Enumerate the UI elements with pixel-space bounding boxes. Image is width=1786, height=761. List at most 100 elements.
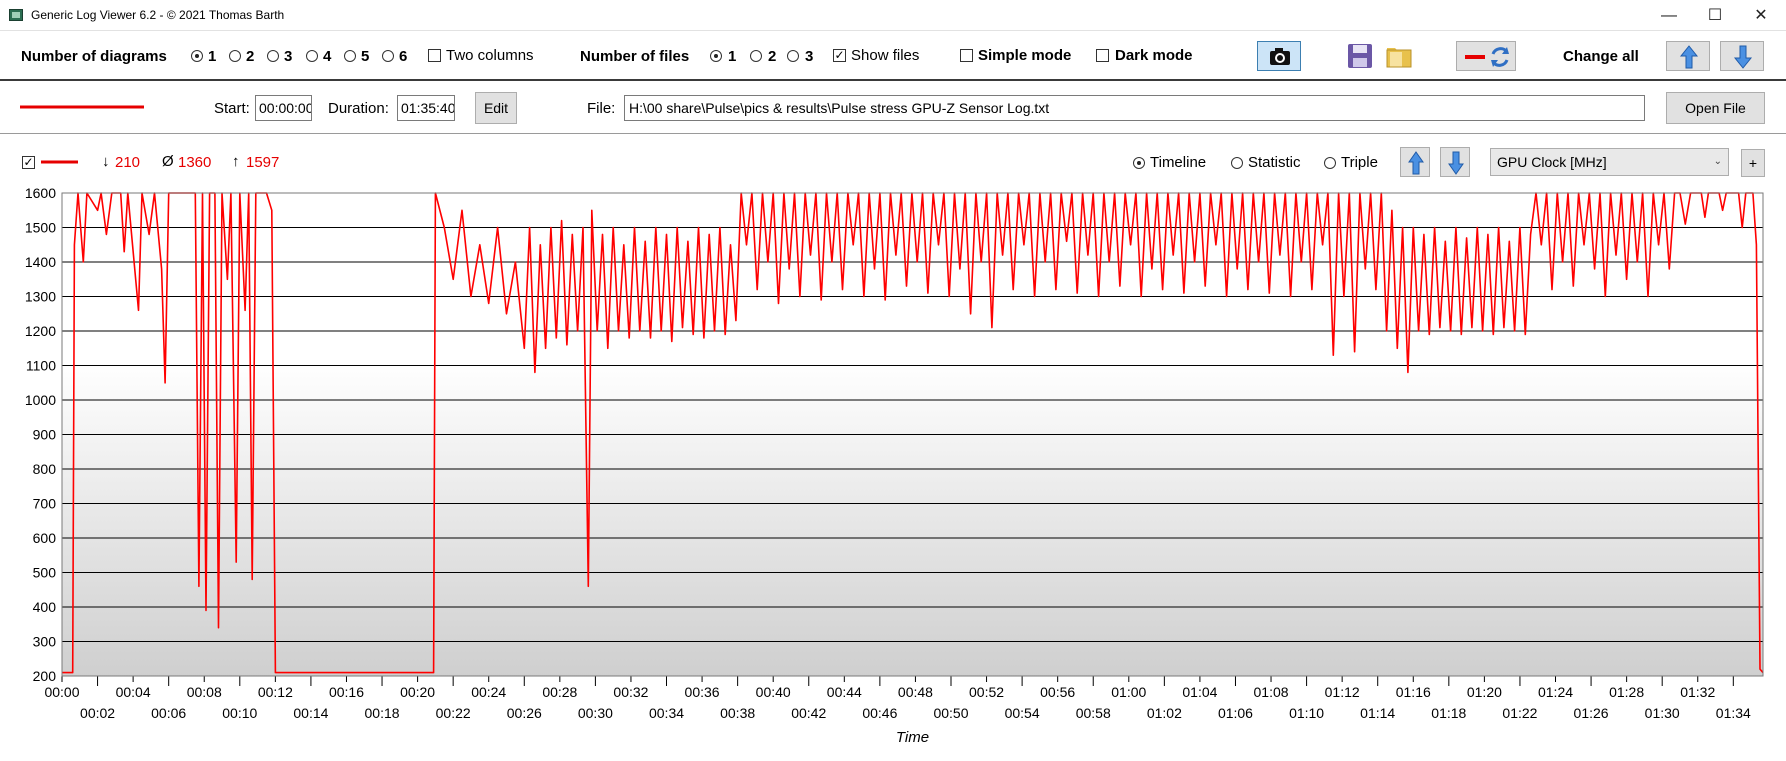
window-title: Generic Log Viewer 6.2 - © 2021 Thomas B… (31, 8, 285, 22)
view-statistic-label: Statistic (1248, 154, 1301, 171)
screenshot-button[interactable] (1257, 41, 1301, 71)
series-down-button[interactable] (1440, 147, 1470, 177)
x-tick-label: 01:00 (1111, 684, 1146, 700)
x-tick-label: 00:24 (471, 684, 506, 700)
view-triple-label: Triple (1341, 154, 1378, 171)
avg-value: 1360 (178, 154, 212, 171)
open-folder-button[interactable] (1384, 41, 1414, 71)
diagrams-option-6: 6 (399, 48, 408, 65)
file-path-input[interactable]: H:\00 share\Pulse\pics & results\Pulse s… (624, 95, 1645, 121)
plot-frame (61, 192, 1764, 677)
two-columns-label: Two columns (446, 47, 534, 64)
simple-mode-checkbox[interactable] (960, 49, 973, 62)
save-icon (1348, 44, 1372, 68)
y-tick-label: 1100 (26, 358, 56, 374)
series-row: ✓ ↓ 210 Ø 1360 ↑ 1597 Timeline Statistic… (0, 145, 1786, 181)
diagrams-option-4: 4 (323, 48, 332, 65)
move-up-all-button[interactable] (1666, 41, 1710, 71)
edit-button[interactable]: Edit (475, 92, 517, 124)
diagrams-radio-6[interactable] (382, 50, 394, 62)
max-value: 1597 (246, 154, 280, 171)
dark-mode-checkbox[interactable] (1096, 49, 1109, 62)
y-tick-label: 900 (33, 427, 57, 443)
x-tick-label: 01:24 (1538, 684, 1573, 700)
x-tick-label: 00:26 (507, 705, 542, 721)
x-tick-label: 00:06 (151, 705, 186, 721)
y-tick-label: 800 (33, 461, 57, 477)
x-tick-label: 00:52 (969, 684, 1004, 700)
x-tick-label: 00:12 (258, 684, 293, 700)
files-label: Number of files (580, 48, 690, 65)
y-tick-label: 200 (33, 668, 57, 684)
line-color-sample[interactable] (18, 104, 146, 110)
x-tick-label: 00:16 (329, 684, 364, 700)
diagrams-radio-5[interactable] (344, 50, 356, 62)
y-tick-label: 500 (33, 565, 57, 581)
x-tick-label: 00:40 (756, 684, 791, 700)
y-tick-label: 600 (33, 530, 57, 546)
files-radio-3[interactable] (787, 50, 799, 62)
file-row: Start: 00:00:00 Duration: 01:35:40 Edit … (0, 82, 1786, 134)
save-button[interactable] (1345, 41, 1375, 71)
minimize-button[interactable]: — (1661, 7, 1677, 24)
x-tick-label: 01:14 (1360, 705, 1395, 721)
diagrams-option-3: 3 (284, 48, 293, 65)
x-tick-label: 00:14 (293, 705, 328, 721)
x-tick-label: 00:00 (44, 684, 79, 700)
x-tick-label: 00:46 (862, 705, 897, 721)
folder-icon (1386, 48, 1412, 68)
add-diagram-button[interactable]: + (1741, 149, 1765, 177)
maximize-button[interactable]: ☐ (1707, 7, 1723, 24)
x-tick-label: 00:42 (791, 705, 826, 721)
diagrams-radio-3[interactable] (267, 50, 279, 62)
view-radio-timeline[interactable] (1133, 157, 1145, 169)
arrow-down-icon (1733, 45, 1753, 69)
x-tick-label: 00:54 (1005, 705, 1040, 721)
show-files-checkbox[interactable]: ✓ (833, 48, 846, 62)
files-option-1: 1 (728, 48, 737, 65)
view-radio-triple[interactable] (1324, 157, 1336, 169)
channel-select-value: GPU Clock [MHz] (1497, 154, 1607, 170)
series-up-button[interactable] (1400, 147, 1430, 177)
view-radio-statistic[interactable] (1231, 157, 1243, 169)
main-toolbar: Number of diagrams 1 2 3 4 5 6 Two colum… (0, 31, 1786, 81)
two-columns-checkbox[interactable] (428, 49, 441, 62)
x-tick-label: 01:06 (1218, 705, 1253, 721)
min-symbol: ↓ (102, 153, 110, 170)
x-tick-label: 00:22 (436, 705, 471, 721)
change-all-label: Change all (1563, 48, 1639, 65)
arrow-up-icon (1679, 45, 1699, 69)
duration-input[interactable]: 01:35:40 (397, 95, 455, 121)
x-tick-label: 00:56 (1040, 684, 1075, 700)
move-down-all-button[interactable] (1720, 41, 1764, 71)
series-visible-checkbox[interactable]: ✓ (22, 155, 35, 169)
x-tick-label: 00:36 (685, 684, 720, 700)
diagrams-radio-1[interactable] (191, 50, 203, 62)
open-file-button[interactable]: Open File (1666, 92, 1765, 124)
y-tick-label: 1000 (25, 392, 56, 408)
x-tick-label: 01:32 (1680, 684, 1715, 700)
arrow-down-icon (1448, 151, 1464, 175)
y-tick-label: 1500 (25, 220, 56, 236)
diagrams-radio-4[interactable] (306, 50, 318, 62)
x-tick-label: 00:18 (365, 705, 400, 721)
y-tick-label: 1300 (25, 289, 56, 305)
diagrams-option-1: 1 (208, 48, 217, 65)
start-input[interactable]: 00:00:00 (255, 95, 312, 121)
channel-select[interactable]: GPU Clock [MHz] ⌄ (1490, 148, 1729, 176)
diagrams-radio-2[interactable] (229, 50, 241, 62)
line-color-button[interactable] (1456, 41, 1516, 71)
view-timeline-label: Timeline (1150, 154, 1207, 171)
start-label: Start: (214, 100, 250, 117)
dark-mode-label: Dark mode (1115, 47, 1193, 64)
files-option-2: 2 (768, 48, 777, 65)
files-radio-1[interactable] (710, 50, 722, 62)
y-tick-label: 1600 (25, 185, 56, 201)
line-swap-icon (1465, 47, 1509, 67)
timeline-chart[interactable]: 200 300 400 500 600 700 800 900 1000 1100 1200 1300… (0, 181, 1786, 761)
files-radio-2[interactable] (750, 50, 762, 62)
x-tick-label: 00:20 (400, 684, 435, 700)
close-button[interactable]: ✕ (1754, 7, 1768, 24)
x-tick-label: 01:28 (1609, 684, 1644, 700)
diagrams-label: Number of diagrams (21, 48, 167, 65)
